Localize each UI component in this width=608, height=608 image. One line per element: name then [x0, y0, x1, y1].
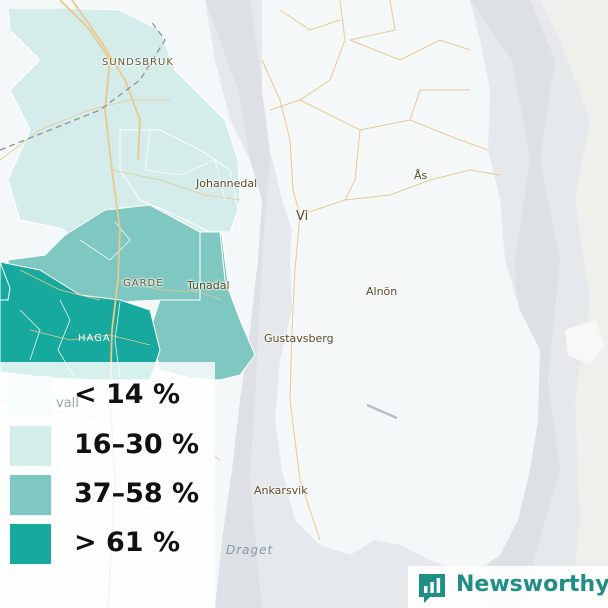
place-label-sundsbruk: SUNDSBRUK — [102, 57, 174, 68]
brand-name: Newsworthy — [456, 572, 608, 597]
legend: vall < 14 % 16–30 % 37–58 % > 61 % — [0, 362, 215, 608]
place-label-tunadal: Tunadal — [187, 279, 230, 292]
legend-swatch-tier4 — [10, 524, 51, 564]
newsworthy-brand[interactable]: Newsworthy — [408, 566, 608, 608]
legend-label-tier2: 16–30 % — [74, 429, 200, 460]
place-label-draget: Draget — [226, 543, 274, 557]
place-label-alnon: Alnön — [366, 285, 398, 298]
place-label-vi: Vi — [296, 209, 309, 224]
newsworthy-logo-icon — [419, 574, 445, 603]
legend-swatch-tier2 — [10, 426, 51, 466]
place-label-haga: HAGA — [78, 333, 111, 344]
place-label-garde: GÄRDE — [123, 278, 164, 289]
place-label-johannedal: Johannedal — [196, 177, 258, 190]
legend-item-tier1: < 14 % — [10, 376, 215, 416]
legend-label-tier3: 37–58 % — [74, 478, 200, 509]
legend-label-tier1: < 14 % — [74, 379, 181, 410]
place-label-gustavsberg: Gustavsberg — [264, 332, 334, 345]
legend-swatch-tier3 — [10, 475, 51, 515]
place-label-vall: vall — [56, 396, 79, 411]
place-label-ankarsvik: Ankarsvik — [254, 484, 308, 497]
legend-swatch-tier1 — [10, 376, 51, 416]
area-tunadal — [149, 231, 256, 381]
legend-label-tier4: > 61 % — [74, 527, 181, 558]
place-label-as: Ås — [414, 169, 428, 182]
legend-item-tier3: 37–58 % — [10, 475, 215, 515]
legend-item-tier2: 16–30 % — [10, 426, 215, 466]
east-land — [540, 0, 608, 608]
area-johannedal — [119, 129, 239, 233]
legend-item-tier4: > 61 % — [10, 524, 215, 564]
